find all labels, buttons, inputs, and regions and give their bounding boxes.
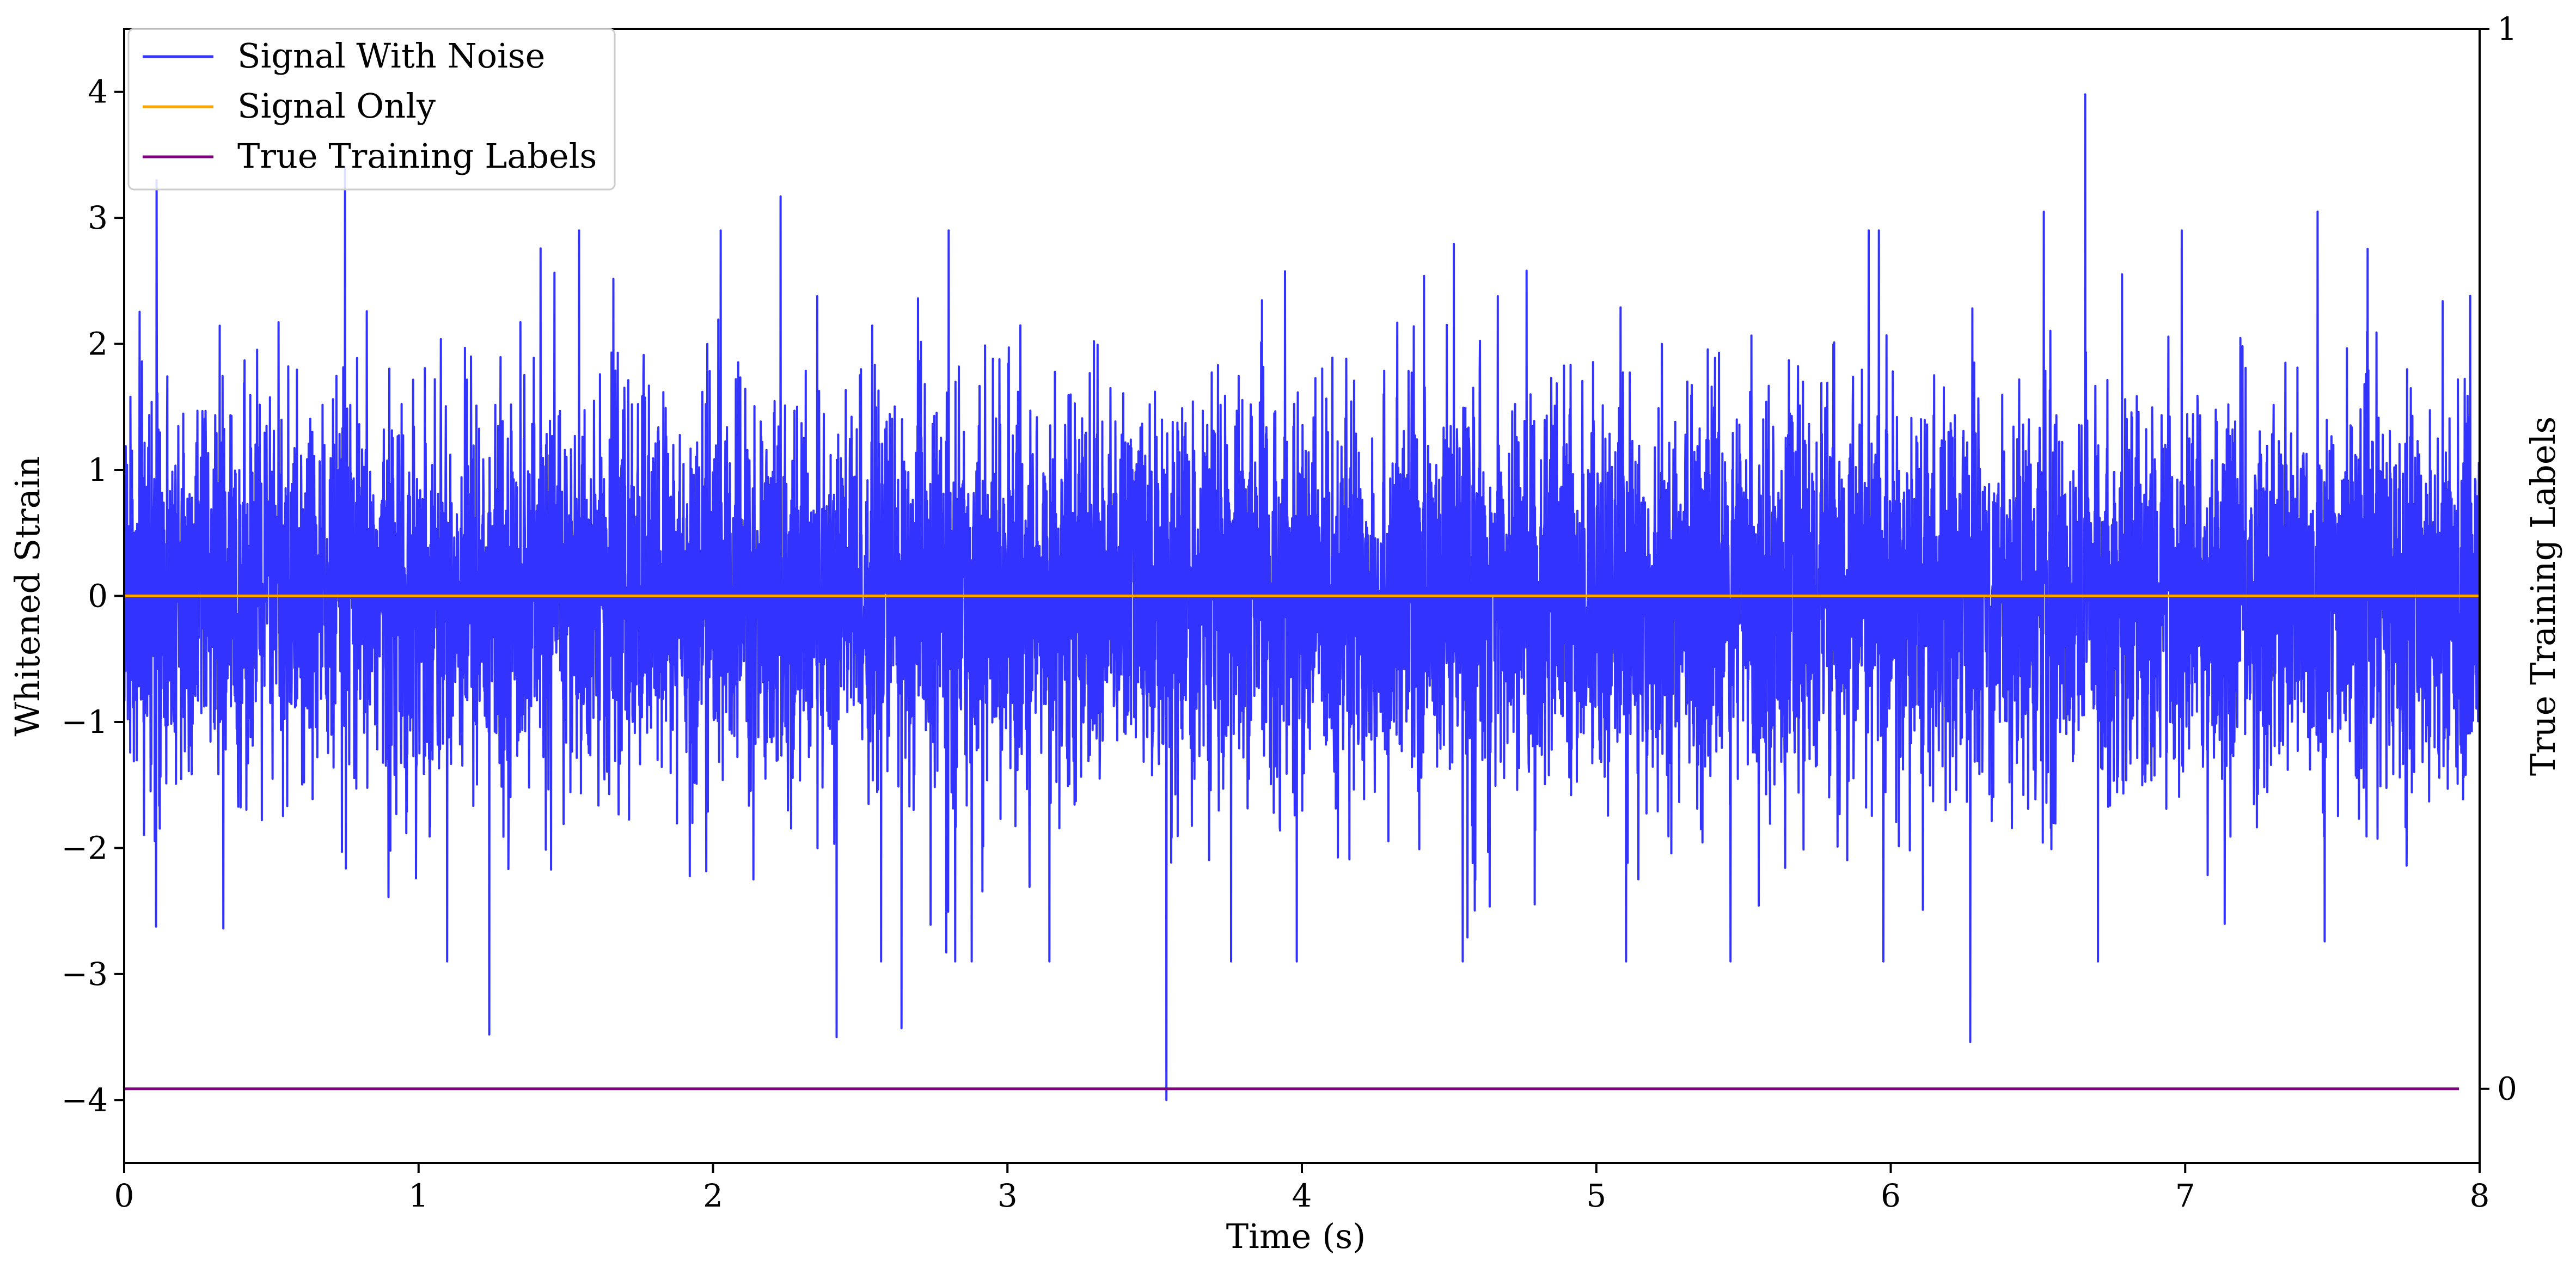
y2-tick-label: 0 (2497, 1070, 2517, 1107)
legend-frame (127, 28, 616, 191)
y-tick-label: −4 (62, 1081, 108, 1118)
y-tick-label: 4 (88, 74, 108, 111)
series-signal-with-noise (123, 93, 2481, 1101)
legend: Signal With Noise Signal Only True Train… (127, 28, 616, 191)
y-tick-label: 3 (88, 199, 108, 236)
y-tick-label: −1 (62, 703, 108, 740)
x-tick-label: 4 (1292, 1177, 1312, 1214)
y-tick-label: 2 (88, 326, 108, 363)
legend-label-true-training-labels: True Training Labels (237, 136, 597, 176)
y-tick-label: −2 (62, 829, 108, 866)
y-axis-title: Whitened Strain (8, 456, 47, 737)
x-tick-label: 3 (998, 1177, 1018, 1214)
x-tick-label: 6 (1881, 1177, 1901, 1214)
y2-axis-title: True Training Labels (2523, 417, 2563, 776)
legend-label-signal-only: Signal Only (237, 86, 436, 126)
x-tick-label: 7 (2175, 1177, 2195, 1214)
x-tick-label: 5 (1586, 1177, 1606, 1214)
series-layer (123, 93, 2481, 1101)
x-tick-label: 0 (114, 1177, 134, 1214)
y-tick-label: 0 (88, 578, 108, 615)
x-tick-label: 1 (408, 1177, 429, 1214)
y-tick-label: 1 (88, 451, 108, 488)
ticks-layer: 0 1 2 3 4 5 6 7 8 −4 −3 −2 −1 0 1 2 3 4 0 1 (62, 10, 2517, 1214)
legend-label-signal-with-noise: Signal With Noise (237, 36, 545, 76)
x-tick-label: 8 (2470, 1177, 2490, 1214)
y-tick-label: −3 (62, 956, 108, 993)
x-axis-title: Time (s) (1226, 1216, 1366, 1256)
y2-tick-label: 1 (2497, 10, 2517, 47)
x-tick-label: 2 (703, 1177, 723, 1214)
